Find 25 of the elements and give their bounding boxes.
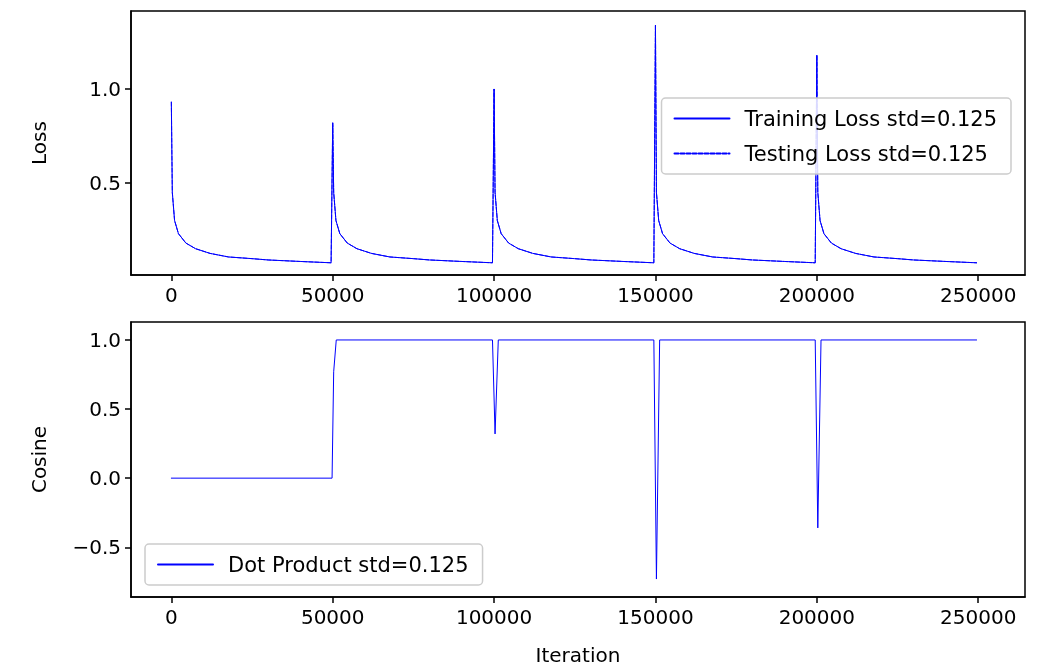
x-tick-label: 150000 bbox=[617, 605, 694, 629]
y-axis-title: Loss bbox=[27, 121, 51, 165]
y-tick-label: 0.5 bbox=[89, 397, 121, 422]
x-tick-label: 0 bbox=[164, 283, 178, 307]
x-tick-label: 200000 bbox=[778, 283, 856, 307]
y-tick-label: −0.5 bbox=[72, 535, 121, 560]
x-tick-label: 50000 bbox=[300, 605, 365, 629]
x-tick-label: 100000 bbox=[455, 283, 533, 307]
legend-label: Training Loss std=0.125 bbox=[743, 106, 998, 131]
y-tick-label: 0.5 bbox=[89, 170, 121, 195]
x-tick-label: 0 bbox=[164, 605, 178, 629]
y-tick-label: 1.0 bbox=[89, 76, 121, 101]
x-tick-label: 250000 bbox=[940, 605, 1017, 629]
line-series bbox=[170, 339, 978, 580]
x-tick-label: 250000 bbox=[940, 283, 1017, 307]
y-axis-title: Cosine bbox=[27, 425, 51, 494]
x-tick-label: 100000 bbox=[455, 605, 533, 629]
x-tick-label: 50000 bbox=[300, 283, 365, 307]
legend-label: Dot Product std=0.125 bbox=[228, 552, 469, 577]
y-tick-label: 0.0 bbox=[89, 466, 121, 491]
x-axis-title: Iteration bbox=[535, 643, 621, 667]
x-tick-label: 200000 bbox=[778, 605, 856, 629]
legend-label: Testing Loss std=0.125 bbox=[743, 141, 988, 166]
y-tick-label: 1.0 bbox=[89, 327, 121, 352]
x-tick-label: 150000 bbox=[617, 283, 694, 307]
